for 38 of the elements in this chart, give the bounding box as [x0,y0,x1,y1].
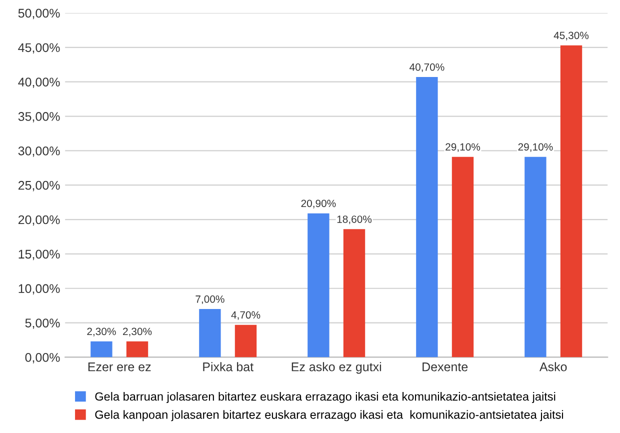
x-tick-label: Pixka bat [203,362,254,372]
y-tick-label: 35,00% [18,112,60,122]
x-tick-label: Ezer ere ez [88,362,151,372]
data-label: 2,30% [123,328,152,336]
bar [524,156,546,358]
data-label: 45,30% [554,32,589,40]
data-label: 40,70% [410,63,444,72]
data-label: 4,70% [231,311,260,320]
y-tick-label: 25,00% [18,180,60,192]
bar [560,45,582,358]
y-tick-label: 40,00% [18,78,60,88]
y-tick-label: 30,00% [18,146,60,157]
y-tick-label: 10,00% [18,284,60,295]
data-label: 29,10% [518,143,553,152]
bar [416,77,438,358]
x-tick-label: Ez asko ez gutxi [292,362,382,374]
legend-label: Gela kanpoan jolasaren bitartez euskara errazago ikasi eta komunikazio-antsietatea jaitsi [95,410,564,422]
y-tick-label: 50,00% [18,8,60,20]
bar [343,229,366,358]
bar [90,341,112,358]
y-tick-label: 15,00% [18,250,60,260]
data-label: 18,60% [337,216,372,224]
data-label: 7,00% [196,295,224,304]
y-tick-label: 0,00% [25,353,60,364]
x-tick-label: Dexente [422,362,468,372]
legend-label: Gela barruan jolasaren bitartez euskara errazago ikasi eta komunikazio-antsietatea jaitsi [95,392,556,404]
y-tick-label: 5,00% [25,318,60,329]
bar [234,324,257,358]
data-label: 2,30% [87,328,116,336]
y-tick-label: 20,00% [18,215,60,226]
bar [308,213,330,358]
bar [199,309,221,358]
data-label: 20,90% [301,200,336,208]
y-tick-label: 45,00% [18,43,60,54]
bar [126,341,148,358]
bar [452,156,474,358]
data-label: 29,10% [446,143,480,152]
x-tick-label: Asko [539,362,567,372]
